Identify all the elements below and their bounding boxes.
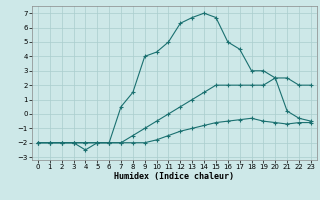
X-axis label: Humidex (Indice chaleur): Humidex (Indice chaleur) <box>115 172 234 181</box>
